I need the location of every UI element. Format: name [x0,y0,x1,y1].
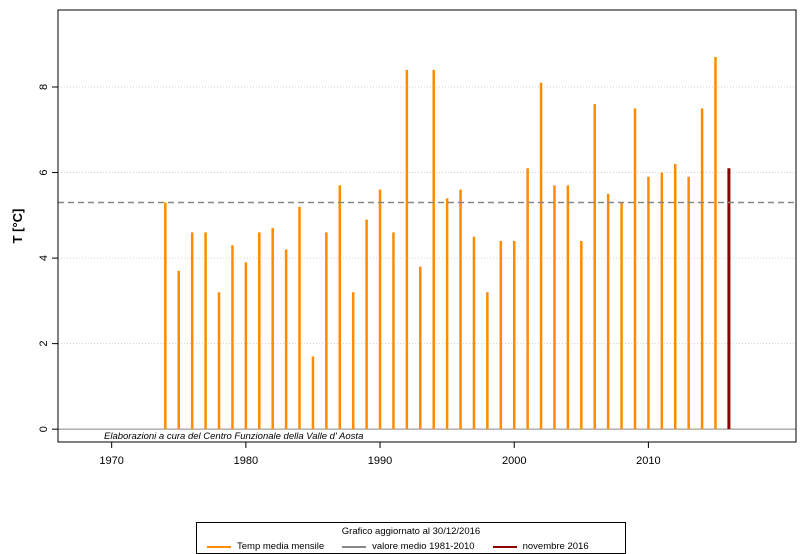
y-tick-label: 6 [38,169,50,175]
legend-swatch-temp [207,545,231,548]
legend: Grafico aggiornato al 30/12/2016 Temp me… [196,522,626,554]
legend-item-nov2016: novembre 2016 [492,541,589,552]
x-tick-label: 2000 [502,455,526,467]
grid [58,86,796,430]
legend-item-temp: Temp media mensile [207,541,324,552]
legend-title: Grafico aggiornato al 30/12/2016 [341,526,481,537]
legend-swatch-nov2016 [492,545,517,548]
plot-frame [57,9,797,443]
x-tick-label: 2010 [636,455,660,467]
x-tick-label: 1970 [99,455,123,467]
y-tick-label: 0 [38,426,50,432]
y-tick-label: 8 [38,84,50,90]
legend-label-nov2016: novembre 2016 [522,541,589,552]
legend-label-temp: Temp media mensile [237,541,325,552]
bars [164,57,731,430]
y-tick-label: 2 [38,341,50,347]
x-tick-label: 1980 [234,455,258,467]
y-axis-label: T [°C] [10,209,25,244]
legend-swatch-mean [342,545,367,548]
legend-items: Temp media mensile valore medio 1981-201… [207,541,589,552]
legend-label-mean: valore medio 1981-2010 [372,541,475,552]
y-axis: 0 2 4 6 8 [38,84,58,432]
x-tick-label: 1990 [368,455,392,467]
x-axis: 1970 1980 1990 2000 2010 [99,442,661,467]
credit-annotation: Elaborazioni a cura del Centro Funzional… [104,431,363,442]
legend-item-mean: valore medio 1981-2010 [342,541,475,552]
y-tick-label: 4 [38,255,50,261]
